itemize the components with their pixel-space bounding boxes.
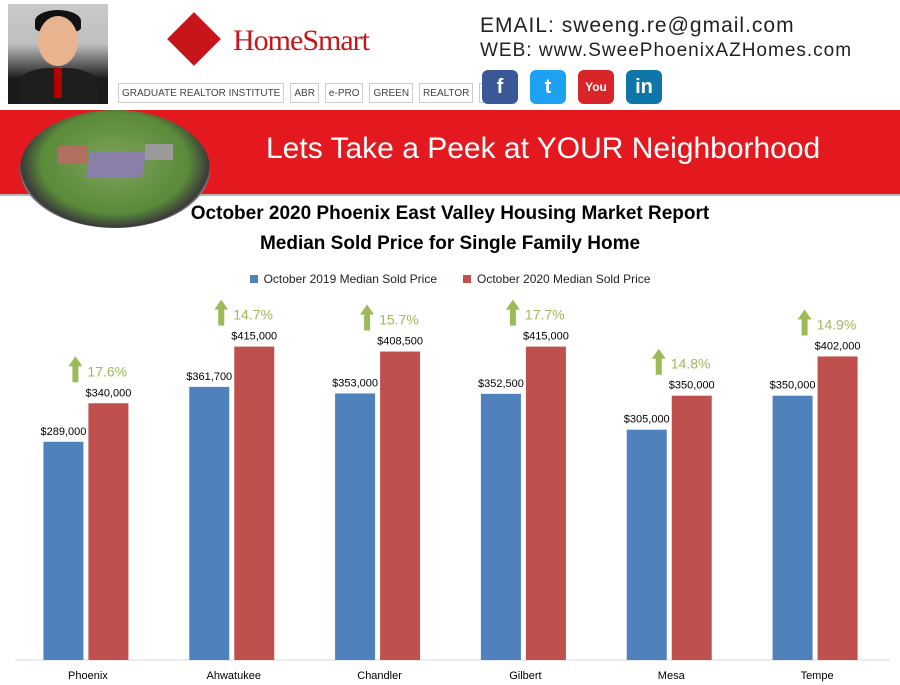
house-roof-icon <box>145 144 173 160</box>
data-label: $415,000 <box>523 331 569 343</box>
linkedin-icon[interactable]: in <box>626 70 662 104</box>
logo-text: HomeSmart <box>233 24 370 57</box>
data-label: $350,000 <box>770 380 816 392</box>
change-percent: 14.7% <box>233 307 273 323</box>
category-label: Mesa <box>658 670 686 682</box>
badge-1: ABR <box>290 83 319 103</box>
legend-swatch <box>463 275 471 283</box>
category-label: Tempe <box>801 670 834 682</box>
data-label: $350,000 <box>669 380 715 392</box>
bar-gilbert-0 <box>480 393 521 660</box>
house-roof-icon <box>58 146 88 164</box>
legend-swatch <box>249 275 258 283</box>
change-percent: 17.7% <box>525 307 565 323</box>
data-label: $305,000 <box>624 414 670 426</box>
category-label: Phoenix <box>68 670 108 682</box>
data-label: $353,000 <box>332 377 378 389</box>
neighborhood-image <box>20 110 210 228</box>
data-label: $415,000 <box>231 331 277 343</box>
bar-tempe-1 <box>817 356 858 660</box>
up-arrow-icon <box>360 304 375 331</box>
bar-phoenix-0 <box>43 441 84 660</box>
chart-legend: October 2019 Median Sold Price October 20… <box>0 272 900 286</box>
data-label: $289,000 <box>40 426 86 438</box>
change-percent: 14.8% <box>671 356 711 372</box>
chart-title: October 2020 Phoenix East Valley Housing… <box>190 203 710 224</box>
avatar-tie <box>54 68 62 98</box>
email-address[interactable]: sweeng.re@gmail.com <box>561 14 795 37</box>
facebook-icon[interactable]: f <box>482 70 518 104</box>
social-links: f t You in <box>482 70 662 104</box>
header: HomeSmart GRADUATE REALTOR INSTITUTE ABR e… <box>0 0 900 110</box>
bar-chandler-1 <box>380 351 421 660</box>
avatar-face <box>38 16 78 66</box>
web-label: WEB: <box>480 40 533 61</box>
badge-2: e-PRO <box>324 83 364 103</box>
bar-ahwatukee-1 <box>234 346 275 660</box>
category-label: Ahwatukee <box>207 670 261 682</box>
web-address[interactable]: www.SweePhoenixAZHomes.com <box>538 40 853 61</box>
data-label: $402,000 <box>815 340 861 352</box>
twitter-icon[interactable]: t <box>530 70 566 104</box>
email-line[interactable]: EMAIL: sweeng.re@gmail.com <box>480 14 795 38</box>
badge-4: REALTOR <box>419 83 474 103</box>
up-arrow-icon <box>651 348 666 375</box>
banner-tagline: Lets Take a Peek at YOUR Neighborhood <box>266 132 821 165</box>
up-arrow-icon <box>505 299 520 326</box>
youtube-icon[interactable]: You <box>578 70 614 104</box>
bar-ahwatukee-0 <box>189 386 230 660</box>
homesmart-logo[interactable]: HomeSmart <box>165 12 370 72</box>
web-line[interactable]: WEB: www.SweePhoenixAZHomes.com <box>480 40 852 62</box>
up-arrow-icon <box>214 299 229 326</box>
category-label: Chandler <box>357 670 402 682</box>
bar-phoenix-1 <box>88 403 129 660</box>
bar-mesa-1 <box>671 395 712 660</box>
legend-item-0: October 2019 Median Sold Price <box>249 272 437 286</box>
up-arrow-icon <box>797 309 812 336</box>
data-label: $361,700 <box>186 371 232 383</box>
bar-mesa-0 <box>626 429 667 660</box>
badge-0: GRADUATE REALTOR INSTITUTE <box>118 83 285 103</box>
bar-chandler-0 <box>335 393 376 660</box>
email-label: EMAIL: <box>480 14 555 37</box>
legend-item-1: October 2020 Median Sold Price <box>463 272 650 286</box>
bar-tempe-0 <box>772 395 813 660</box>
change-percent: 17.6% <box>87 363 127 379</box>
change-percent: 15.7% <box>379 312 419 328</box>
agent-photo <box>8 4 108 104</box>
change-percent: 14.9% <box>817 316 857 332</box>
legend-label: October 2019 Median Sold Price <box>263 272 437 286</box>
category-label: Gilbert <box>509 670 541 682</box>
legend-label: October 2020 Median Sold Price <box>477 272 651 286</box>
data-label: $340,000 <box>85 387 131 399</box>
data-label: $352,500 <box>478 378 524 390</box>
badge-3: GREEN <box>369 83 414 103</box>
chart-subtitle: Median Sold Price for Single Family Home <box>259 233 641 254</box>
bar-gilbert-1 <box>525 346 566 660</box>
up-arrow-icon <box>68 356 83 383</box>
data-label: $408,500 <box>377 336 423 348</box>
